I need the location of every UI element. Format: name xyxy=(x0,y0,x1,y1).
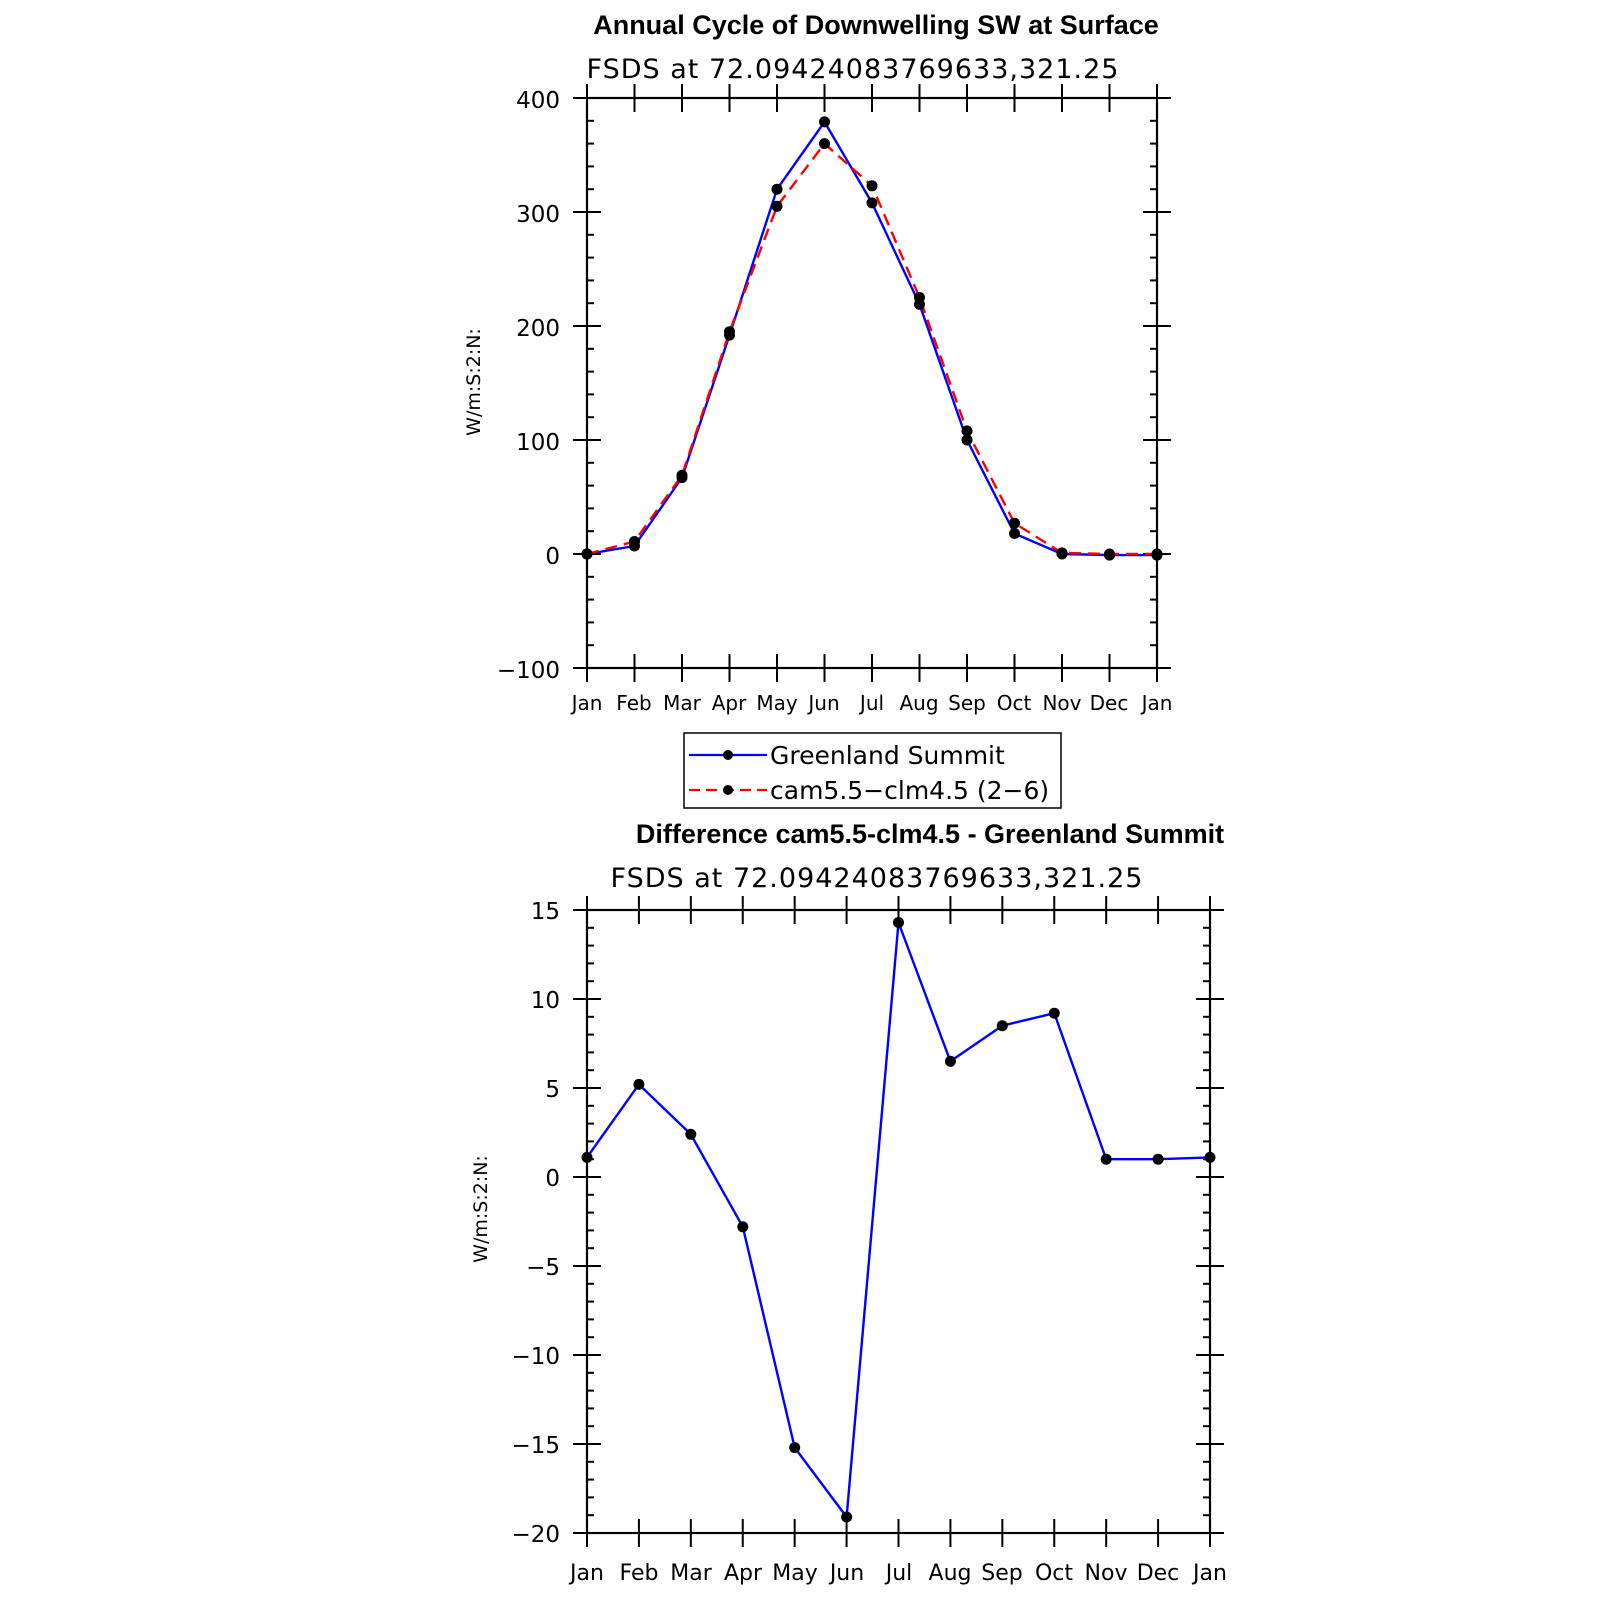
data-point xyxy=(1048,1007,1060,1019)
chart1-y-tick-label: 400 xyxy=(516,88,560,114)
chart1-axis-ticks xyxy=(573,84,1171,682)
chart1-x-tick-label: May xyxy=(756,691,798,715)
chart1-x-tick-label: Sep xyxy=(948,691,986,715)
data-point xyxy=(841,1511,853,1523)
chart1-x-tick-label: Jan xyxy=(570,691,603,715)
chart2-y-tick-label: −5 xyxy=(526,1255,560,1281)
data-point xyxy=(676,469,688,481)
chart2-y-tick-label: 10 xyxy=(531,988,560,1014)
chart2-y-tick-label: −15 xyxy=(511,1433,560,1459)
chart2-axis-ticks xyxy=(573,896,1224,1547)
legend-marker xyxy=(723,750,733,760)
data-point xyxy=(893,917,904,928)
data-point xyxy=(944,1055,956,1067)
data-point xyxy=(724,326,735,338)
data-point xyxy=(1056,547,1068,559)
data-point xyxy=(629,536,640,547)
chart2-x-tick-label: Mar xyxy=(670,1561,712,1586)
chart2-x-tick-label: Feb xyxy=(620,1561,659,1586)
data-point xyxy=(866,197,878,209)
data-point xyxy=(961,434,973,446)
chart2-y-tick-labels: 15 10 5 0 −5 −10 −15 −20 xyxy=(511,899,560,1548)
chart1-ylabel: W/m:S:2:N: xyxy=(463,328,485,436)
chart1-x-tick-label: Jan xyxy=(1140,691,1173,715)
chart2-series xyxy=(581,917,1216,1523)
chart1-x-tick-label: Jun xyxy=(806,691,839,715)
data-point xyxy=(789,1442,801,1454)
legend-box xyxy=(683,732,1062,809)
chart2-x-tick-label: May xyxy=(772,1561,817,1586)
chart1-series xyxy=(581,116,1163,561)
chart1-y-tick-label: −100 xyxy=(497,658,560,684)
chart1-x-tick-label: Nov xyxy=(1042,691,1081,715)
chart2-y-tick-label: 15 xyxy=(531,899,560,925)
data-point xyxy=(866,180,878,192)
data-point xyxy=(771,183,783,195)
chart1-x-tick-label: Mar xyxy=(663,691,702,715)
chart1-y-tick-label: 100 xyxy=(516,430,560,456)
chart2-x-tick-label: Apr xyxy=(724,1561,763,1586)
chart1-y-tick-label: 0 xyxy=(545,544,560,570)
chart1-y-tick-label: 300 xyxy=(516,202,560,228)
data-point xyxy=(1009,528,1020,539)
chart2-x-tick-label: Jan xyxy=(1191,1561,1227,1586)
chart1-x-tick-label: Jul xyxy=(858,691,884,715)
data-point xyxy=(633,1078,645,1090)
chart2-x-tick-label: Jul xyxy=(884,1561,913,1586)
chart2-y-tick-label: 0 xyxy=(545,1166,560,1192)
chart2-plot-frame xyxy=(585,908,1212,1535)
legend-marker xyxy=(723,785,733,795)
chart1-x-tick-label: Dec xyxy=(1090,691,1129,715)
legend-label-series1: Greenland Summit xyxy=(770,741,1005,770)
chart1-y-tick-label: 200 xyxy=(516,316,560,342)
data-point xyxy=(996,1020,1008,1032)
data-point xyxy=(961,425,973,437)
data-point xyxy=(685,1128,697,1140)
chart1-plot-frame xyxy=(585,96,1159,670)
data-point xyxy=(1152,1153,1164,1165)
chart2-x-tick-label: Jun xyxy=(828,1561,864,1586)
chart2-x-tick-label: Jan xyxy=(568,1561,604,1586)
chart1-y-tick-labels: 400 300 200 100 0 −100 xyxy=(497,88,560,684)
chart2-y-tick-label: 5 xyxy=(545,1077,560,1103)
chart1-x-tick-labels: Jan Feb Mar Apr May Jun Jul Aug Sep Oct … xyxy=(570,691,1173,715)
chart1-x-tick-label: Aug xyxy=(899,691,938,715)
chart1-x-tick-label: Feb xyxy=(616,691,651,715)
chart1-subtitle: FSDS at 72.09424083769633,321.25 xyxy=(587,54,1120,85)
data-point xyxy=(819,116,830,128)
chart-annual-cycle: Annual Cycle of Downwelling SW at Surfac… xyxy=(463,10,1173,809)
chart2-x-tick-labels: Jan Feb Mar Apr May Jun Jul Aug Sep Oct … xyxy=(568,1561,1227,1586)
chart2-title: Difference cam5.5-clm4.5 - Greenland Sum… xyxy=(636,819,1224,849)
chart2-x-tick-label: Oct xyxy=(1035,1561,1073,1586)
chart2-x-tick-label: Dec xyxy=(1137,1561,1180,1586)
chart2-x-tick-label: Aug xyxy=(929,1561,972,1586)
chart-difference: Difference cam5.5-clm4.5 - Greenland Sum… xyxy=(470,819,1227,1586)
chart2-y-tick-label: −10 xyxy=(511,1344,560,1370)
chart1-x-tick-label: Oct xyxy=(997,691,1032,715)
chart2-x-tick-label: Nov xyxy=(1085,1561,1128,1586)
series-line-1 xyxy=(586,921,1211,1519)
chart1-title: Annual Cycle of Downwelling SW at Surfac… xyxy=(593,10,1159,40)
chart1-x-tick-label: Apr xyxy=(712,691,747,715)
data-point xyxy=(914,292,925,303)
chart2-subtitle: FSDS at 72.09424083769633,321.25 xyxy=(611,863,1144,894)
data-point xyxy=(1009,517,1020,529)
data-point xyxy=(1100,1153,1112,1165)
legend-label-series2: cam5.5−clm4.5 (2−6) xyxy=(770,776,1049,805)
chart2-y-tick-label: −20 xyxy=(511,1522,560,1548)
data-point xyxy=(737,1221,749,1233)
data-point xyxy=(819,138,830,150)
data-point xyxy=(771,200,783,212)
data-point xyxy=(1104,548,1115,560)
chart2-ylabel: W/m:S:2:N: xyxy=(470,1155,492,1263)
chart1-legend: Greenland Summit cam5.5−clm4.5 (2−6) xyxy=(683,732,1062,809)
chart2-x-tick-label: Sep xyxy=(981,1561,1022,1586)
